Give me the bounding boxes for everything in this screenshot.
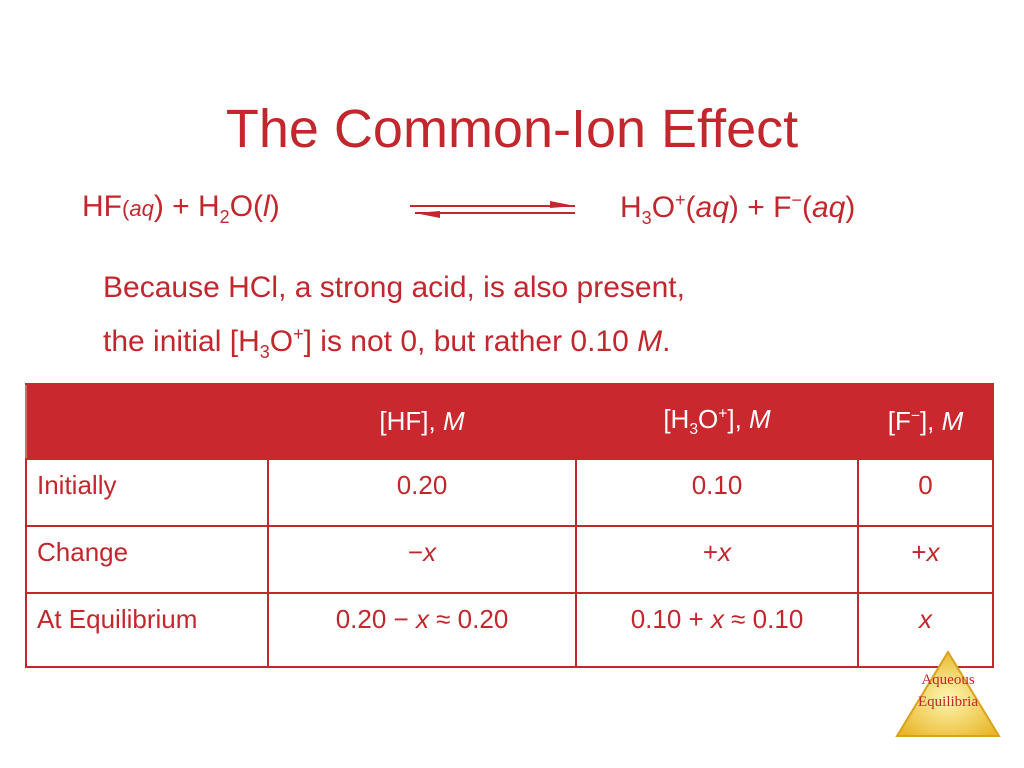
cell-run: ≈ 0.10 xyxy=(723,604,804,634)
cell-run: ≈ 0.20 xyxy=(428,604,509,634)
header-cell: [HF], M xyxy=(267,383,577,460)
cell-run: ], xyxy=(919,406,942,436)
cell-run: x xyxy=(926,537,940,567)
row-label: Change xyxy=(25,525,269,594)
logo: Aqueous Equilibria xyxy=(895,650,1001,745)
logo-shape xyxy=(895,650,1001,737)
cell-run: − xyxy=(407,537,424,567)
cell-run: + xyxy=(702,537,719,567)
eq-sub: 2 xyxy=(219,207,230,227)
ice-table: [HF], M [H3O+], M [F−], M Initially 0.20… xyxy=(25,383,994,668)
eq-run: ( xyxy=(685,191,696,224)
eq-run: ) + F xyxy=(728,191,792,224)
eq-run: ( xyxy=(122,196,130,221)
eq-run: aq xyxy=(129,196,154,221)
cell-run: + xyxy=(911,537,927,567)
row-label: At Equilibrium xyxy=(25,592,269,668)
arrow-head xyxy=(550,201,575,208)
cell: +x xyxy=(857,525,994,594)
eq-sup: + xyxy=(675,190,686,210)
cell-run: M xyxy=(749,403,771,434)
eq-run: H xyxy=(620,191,642,224)
cell-run: M xyxy=(941,406,964,436)
cell-run: x xyxy=(710,604,724,634)
cell-run: x xyxy=(415,604,429,634)
logo-triangle xyxy=(895,650,1001,737)
eq-run: aq xyxy=(695,191,729,224)
cell: −x xyxy=(267,525,577,594)
note-sup: + xyxy=(293,324,304,344)
header-cell: [H3O+], M xyxy=(575,383,859,460)
eq-sub: 3 xyxy=(641,208,652,228)
note-run: . xyxy=(662,325,671,358)
eq-run: O xyxy=(651,191,676,224)
eq-sup: − xyxy=(791,190,802,210)
row: At Equilibrium 0.20 − x ≈ 0.20 0.10 + x … xyxy=(25,592,994,668)
cell-run: [HF], xyxy=(379,406,443,436)
cell-sub: 3 xyxy=(689,421,698,439)
note-run: Because HCl, a strong acid, is also pres… xyxy=(103,271,685,304)
eq-run: ) xyxy=(845,191,856,224)
cell: x xyxy=(857,592,994,668)
row-label: Initially xyxy=(25,458,269,527)
cell: 0.20 xyxy=(267,458,577,527)
cell-sup: − xyxy=(910,407,920,425)
cell-run: x xyxy=(718,537,732,567)
eq-run: ) xyxy=(269,190,280,223)
cell: 0 xyxy=(857,458,994,527)
note-run: the initial [H xyxy=(103,325,260,358)
row: Initially 0.20 0.10 0 xyxy=(25,458,994,527)
eq-run: O( xyxy=(229,190,264,223)
equation-left: HF(aq) + H2O(l) xyxy=(82,190,280,228)
cell-sup: + xyxy=(718,405,728,423)
note-run: O xyxy=(269,325,294,358)
eq-run: aq xyxy=(811,191,846,224)
arrow-head xyxy=(415,211,440,218)
equation-right: H3O+(aq) + F−(aq) xyxy=(620,190,855,229)
cell-run: [F xyxy=(887,406,911,436)
cell: 0.10 + x ≈ 0.10 xyxy=(575,592,859,668)
eq-run: ( xyxy=(801,191,812,224)
eq-run: ) + H xyxy=(153,190,220,223)
eq-run: l xyxy=(263,190,270,223)
cell: +x xyxy=(575,525,859,594)
note-run: ] is not 0, but rather 0.10 xyxy=(303,325,638,358)
cell-run: x xyxy=(423,537,437,567)
equilibrium-arrows xyxy=(410,201,575,218)
row: Change −x +x +x xyxy=(25,525,994,594)
cell: 0.10 xyxy=(575,458,859,527)
cell-run: 0.20 − xyxy=(335,604,416,634)
slide-title: The Common-Ion Effect xyxy=(225,99,799,159)
cell-run: O xyxy=(698,403,719,434)
logo-text: Aqueous xyxy=(921,672,975,688)
cell-run: x xyxy=(919,604,932,634)
cell-run: ], xyxy=(727,403,750,434)
header-cell xyxy=(25,383,269,460)
logo-text: Equilibria xyxy=(918,694,978,710)
cell-run: M xyxy=(442,406,465,436)
eq-run: HF xyxy=(82,190,122,223)
header-row: [HF], M [H3O+], M [F−], M xyxy=(25,383,994,460)
note-run: M xyxy=(637,325,663,358)
note-sub: 3 xyxy=(259,342,270,362)
header-cell: [F−], M xyxy=(857,383,994,460)
cell-run: [H xyxy=(663,403,690,434)
cell-run: 0.10 + xyxy=(630,604,711,634)
note: Because HCl, a strong acid, is also pres… xyxy=(103,265,685,375)
cell: 0.20 − x ≈ 0.20 xyxy=(267,592,577,668)
